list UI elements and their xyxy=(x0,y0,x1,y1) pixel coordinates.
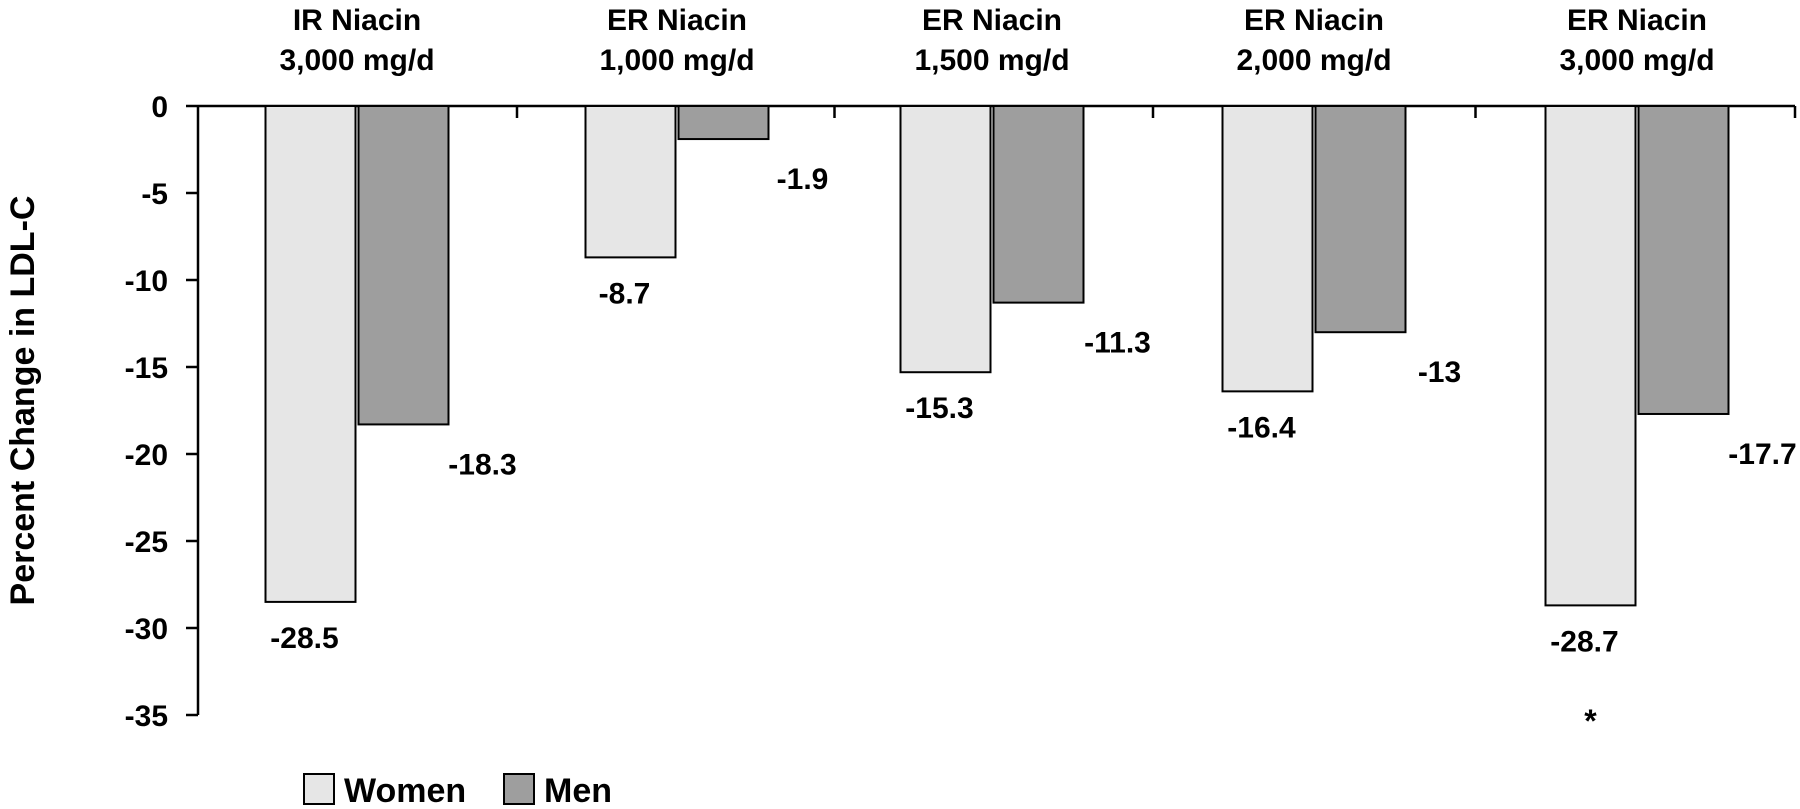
category-label: 2,000 mg/d xyxy=(1236,44,1391,77)
bar-men xyxy=(357,105,450,426)
data-label: -16.4 xyxy=(1227,411,1296,444)
legend-label-women: Women xyxy=(344,772,466,809)
chart-labels: IR Niacin 3,000 mg/d ER Niacin 1,000 mg/d ER… xyxy=(270,4,1796,739)
y-axis-title: Percent Change in LDL-C xyxy=(4,196,42,606)
data-label: -28.5 xyxy=(270,622,338,655)
chart-legend: Women Men xyxy=(303,772,612,809)
y-tick-label: 0 xyxy=(151,91,168,124)
y-tick-label: -5 xyxy=(141,178,168,211)
y-tick-label: -25 xyxy=(125,526,168,559)
bar-women xyxy=(1221,105,1314,393)
data-label: -28.7 xyxy=(1550,625,1618,658)
category-label: 3,000 mg/d xyxy=(279,44,434,77)
y-tick-label: -15 xyxy=(125,352,168,385)
data-label: -1.9 xyxy=(777,163,829,196)
category-label: 3,000 mg/d xyxy=(1559,44,1714,77)
category-label: ER Niacin xyxy=(1244,4,1384,37)
bar-women xyxy=(584,105,677,259)
bar-women xyxy=(1544,105,1637,607)
data-label: -8.7 xyxy=(599,277,651,310)
bar-men xyxy=(677,105,770,141)
y-tick-label: -20 xyxy=(125,439,168,472)
category-label: ER Niacin xyxy=(1567,4,1707,37)
category-label: 1,000 mg/d xyxy=(599,44,754,77)
y-tick-label: -30 xyxy=(125,613,168,646)
bar-women xyxy=(899,105,992,374)
y-tick-label: -10 xyxy=(125,265,168,298)
category-label: 1,500 mg/d xyxy=(914,44,1069,77)
y-tick-label: -35 xyxy=(125,700,168,733)
legend-label-men: Men xyxy=(544,772,612,809)
bar-women xyxy=(264,105,357,603)
category-label: ER Niacin xyxy=(922,4,1062,37)
data-label: -18.3 xyxy=(448,448,516,481)
data-label: -17.7 xyxy=(1728,438,1796,471)
data-label: -15.3 xyxy=(905,392,973,425)
bar-men xyxy=(1314,105,1407,334)
bar-men xyxy=(992,105,1085,304)
legend-swatch-men xyxy=(503,773,535,805)
significance-annotation: * xyxy=(1584,703,1597,739)
data-label: -13 xyxy=(1418,356,1461,389)
legend-swatch-women xyxy=(303,773,335,805)
data-label: -11.3 xyxy=(1084,327,1151,360)
bar-men xyxy=(1637,105,1730,415)
chart-axes: 0 -5 -10 -15 -20 -25 -30 -35 Percent Change in L… xyxy=(4,91,1797,733)
chart-bars xyxy=(264,105,1730,607)
category-label: ER Niacin xyxy=(607,4,747,37)
category-label: IR Niacin xyxy=(293,4,421,37)
